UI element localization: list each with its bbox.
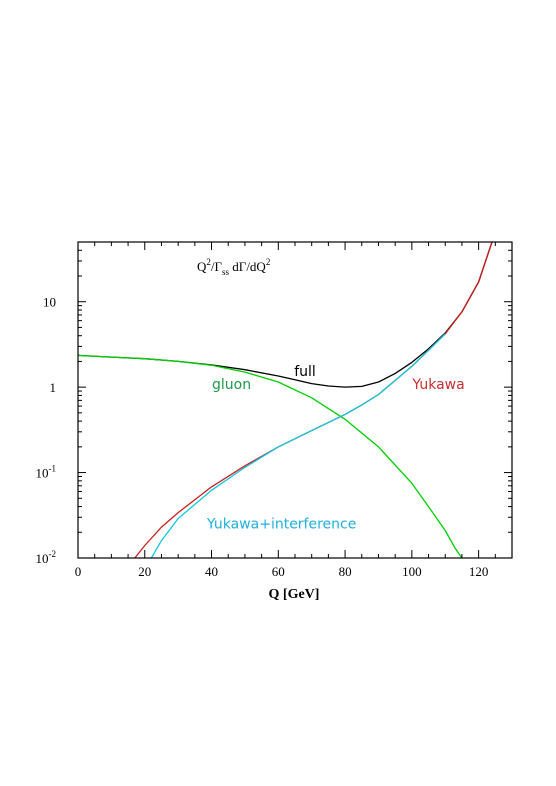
x-tick-label: 60 [272,564,285,579]
x-tick-label: 120 [469,564,489,579]
title-sup1: 2 [206,257,211,267]
title-main: Q [197,259,207,274]
y-tick-label: 10 [43,295,56,310]
x-tick-label: 80 [339,564,352,579]
y-tick-label: 10-1 [36,464,57,481]
series-line-full [78,242,493,388]
label-yukawa: Yukawa [411,377,464,393]
curves-layer [78,242,493,558]
label-full: full [294,364,316,380]
x-tick-label: 20 [138,564,151,579]
title-sub: ss [222,267,230,277]
y-tick-label: 10-2 [36,549,57,566]
chart-title: Q2/Γss dΓ/dQ2 [197,257,270,277]
series-line-yukawa-interference [150,333,446,558]
x-tick-label: 100 [402,564,422,579]
title-sup2: 2 [266,257,271,267]
title-tail: dΓ/dQ [229,259,266,274]
x-tick-label: 0 [75,564,82,579]
y-tick-label: 1 [50,380,57,395]
series-line-gluon [78,354,463,558]
plot-frame [77,241,513,559]
label-gluon: gluon [212,377,251,393]
label-yukawa-interference: Yukawa+interference [206,517,356,533]
tick-labels: 0 20 40 60 80 100 120 10-2 10-1 1 10 [36,295,489,579]
annotations: full gluon Yukawa Yukawa+interference [206,364,465,533]
x-tick-label: 40 [205,564,218,579]
axis-ticks [77,241,513,559]
x-axis-label: Q [GeV] [269,587,320,602]
title-mid: /Γ [211,259,223,274]
